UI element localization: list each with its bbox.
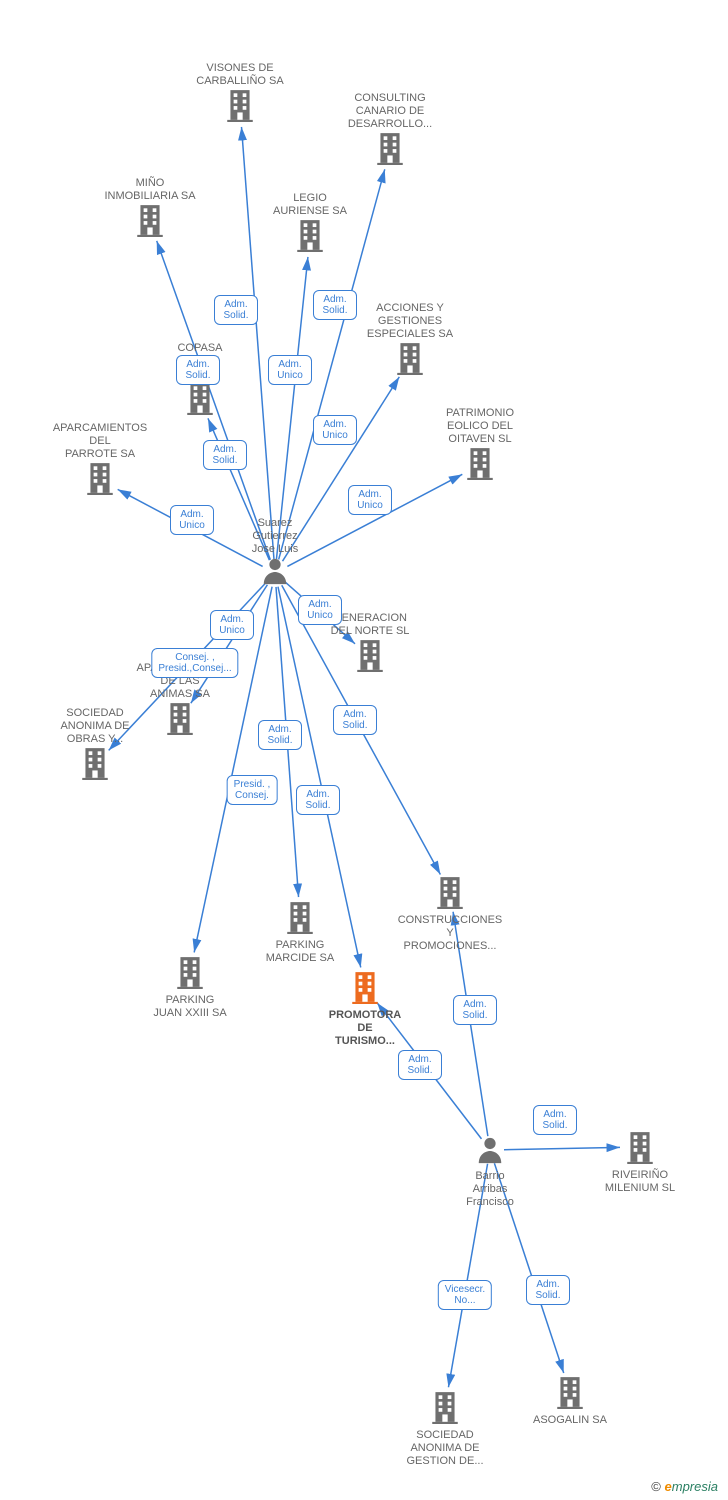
edge-label-p2-soc_gest: Vicesecr.No... bbox=[438, 1280, 492, 1310]
edge-label-p1-copasa: Adm.Solid. bbox=[203, 440, 247, 470]
company-node-asogalin[interactable]: ASOGALIN SA bbox=[510, 1375, 630, 1427]
company-node-mino[interactable]: MIÑOINMOBILIARIA SA bbox=[90, 175, 210, 240]
node-label: VISONES DECARBALLIÑO SA bbox=[180, 62, 300, 88]
building-icon bbox=[305, 970, 425, 1007]
company-node-juan[interactable]: PARKINGJUAN XXIII SA bbox=[130, 955, 250, 1020]
edge-p1-legio bbox=[276, 257, 307, 559]
company-node-aparc_parr[interactable]: APARCAMIENTOSDELPARROTE SA bbox=[40, 420, 160, 498]
building-icon bbox=[390, 875, 510, 912]
building-icon bbox=[310, 638, 430, 675]
building-icon bbox=[180, 88, 300, 125]
person-node-p1[interactable]: SuarezGutierrezJose Luis bbox=[215, 515, 335, 589]
edge-label-p1-consult: Adm.Solid. bbox=[313, 290, 357, 320]
edge-label-p1-legio: Adm.Unico bbox=[268, 355, 312, 385]
company-node-acciones[interactable]: ACCIONES YGESTIONESESPECIALES SA bbox=[350, 300, 470, 378]
node-label: SOCIEDADANONIMA DEGESTION DE... bbox=[385, 1429, 505, 1468]
node-label: SOCIEDADANONIMA DEOBRAS Y... bbox=[35, 707, 155, 746]
person-node-p2[interactable]: BarrioArribasFrancisco bbox=[430, 1135, 550, 1209]
company-node-soc_gest[interactable]: SOCIEDADANONIMA DEGESTION DE... bbox=[385, 1390, 505, 1468]
company-node-patrim[interactable]: PATRIMONIOEOLICO DELOITAVEN SL bbox=[420, 405, 540, 483]
edge-label-p2-asogalin: Adm.Solid. bbox=[526, 1275, 570, 1305]
person-icon bbox=[215, 556, 335, 589]
edge-label-p1-mino: Adm.Solid. bbox=[176, 355, 220, 385]
person-icon bbox=[430, 1135, 550, 1168]
node-label: BarrioArribasFrancisco bbox=[430, 1170, 550, 1209]
edge-label-p2-riveir: Adm.Solid. bbox=[533, 1105, 577, 1135]
edge-label-p1-promo: Adm.Solid. bbox=[296, 785, 340, 815]
edge-label-p2-promo: Adm.Solid. bbox=[398, 1050, 442, 1080]
building-icon bbox=[580, 1130, 700, 1167]
edge-label-p2-constr: Adm.Solid. bbox=[453, 995, 497, 1025]
company-node-riveir[interactable]: RIVEIRIÑOMILENIUM SL bbox=[580, 1130, 700, 1195]
edge-label-p1-acciones: Adm.Unico bbox=[313, 415, 357, 445]
edge-label-p1-constr: Adm.Solid. bbox=[333, 705, 377, 735]
edge-label-p1-visones: Adm.Solid. bbox=[214, 295, 258, 325]
edge-label-p1-soc_obras: Consej. ,Presid.,Consej... bbox=[151, 648, 238, 678]
brand-e: e bbox=[665, 1479, 672, 1494]
company-node-consult[interactable]: CONSULTINGCANARIO DEDESARROLLO... bbox=[330, 90, 450, 168]
building-icon bbox=[420, 446, 540, 483]
company-node-promo[interactable]: PROMOTORADETURISMO... bbox=[305, 970, 425, 1048]
building-icon bbox=[250, 218, 370, 255]
node-label: PARKINGJUAN XXIII SA bbox=[130, 994, 250, 1020]
building-icon bbox=[510, 1375, 630, 1412]
company-node-soc_obras[interactable]: SOCIEDADANONIMA DEOBRAS Y... bbox=[35, 705, 155, 783]
company-node-constr[interactable]: CONSTRUCCIONESYPROMOCIONES... bbox=[390, 875, 510, 953]
building-icon bbox=[90, 203, 210, 240]
node-label: PROMOTORADETURISMO... bbox=[305, 1009, 425, 1048]
building-icon bbox=[35, 746, 155, 783]
node-label: APARCAMIENTOSDELPARROTE SA bbox=[40, 422, 160, 461]
building-icon bbox=[40, 461, 160, 498]
edge-p1-juan bbox=[194, 587, 272, 953]
node-label: RIVEIRIÑOMILENIUM SL bbox=[580, 1169, 700, 1195]
building-icon bbox=[330, 131, 450, 168]
edge-label-p1-aparc_parr: Adm.Unico bbox=[170, 505, 214, 535]
company-node-legio[interactable]: LEGIOAURIENSE SA bbox=[250, 190, 370, 255]
node-label: CONSULTINGCANARIO DEDESARROLLO... bbox=[330, 92, 450, 131]
node-label: PATRIMONIOEOLICO DELOITAVEN SL bbox=[420, 407, 540, 446]
node-label: PARKINGMARCIDE SA bbox=[240, 939, 360, 965]
edge-label-p1-marcide: Adm.Solid. bbox=[258, 720, 302, 750]
building-icon bbox=[385, 1390, 505, 1427]
edge-label-p1-juan: Presid. ,Consej. bbox=[227, 775, 278, 805]
node-label: MIÑOINMOBILIARIA SA bbox=[90, 177, 210, 203]
building-icon bbox=[350, 341, 470, 378]
node-label: CONSTRUCCIONESYPROMOCIONES... bbox=[390, 914, 510, 953]
building-icon bbox=[240, 900, 360, 937]
node-label: ASOGALIN SA bbox=[510, 1414, 630, 1427]
company-node-visones[interactable]: VISONES DECARBALLIÑO SA bbox=[180, 60, 300, 125]
building-icon bbox=[140, 381, 260, 418]
brand-rest: mpresia bbox=[672, 1479, 718, 1494]
company-node-marcide[interactable]: PARKINGMARCIDE SA bbox=[240, 900, 360, 965]
footer-copyright: © empresia bbox=[651, 1479, 718, 1494]
node-label: LEGIOAURIENSE SA bbox=[250, 192, 370, 218]
edge-label-p1-patrim: Adm.Unico bbox=[348, 485, 392, 515]
copyright-symbol: © bbox=[651, 1479, 661, 1494]
building-icon bbox=[130, 955, 250, 992]
node-label: ACCIONES YGESTIONESESPECIALES SA bbox=[350, 302, 470, 341]
node-label: SuarezGutierrezJose Luis bbox=[215, 517, 335, 556]
edge-label-p1-gener: Adm.Unico bbox=[298, 595, 342, 625]
edge-label-p1-aparc_anim: Adm.Unico bbox=[210, 610, 254, 640]
